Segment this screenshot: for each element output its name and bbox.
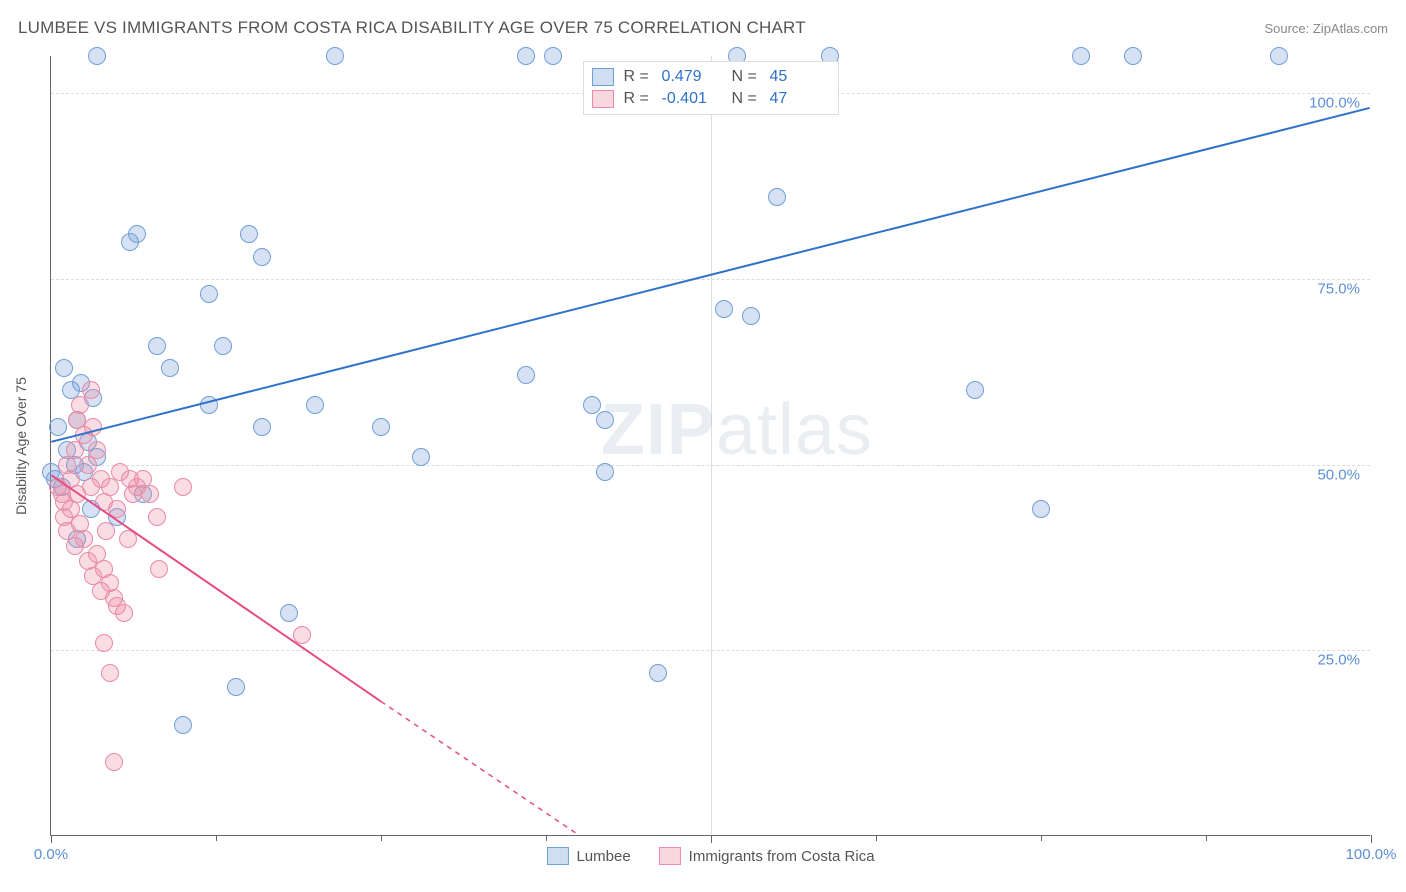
stat-n-label: N = bbox=[732, 90, 760, 108]
legend-swatch bbox=[659, 847, 681, 865]
y-tick-label: 100.0% bbox=[1309, 95, 1360, 112]
data-point bbox=[97, 522, 115, 540]
data-point bbox=[161, 359, 179, 377]
scatter-plot: Disability Age Over 75 ZIPatlas R =0.479… bbox=[50, 56, 1370, 836]
data-point bbox=[95, 634, 113, 652]
stat-r-value: 0.479 bbox=[662, 68, 722, 86]
legend-item: Lumbee bbox=[546, 847, 630, 865]
data-point bbox=[148, 337, 166, 355]
legend-item: Immigrants from Costa Rica bbox=[659, 847, 875, 865]
legend-stat-row: R = 0.479 N = 45 bbox=[592, 66, 830, 88]
data-point bbox=[108, 500, 126, 518]
legend-swatch bbox=[546, 847, 568, 865]
data-point bbox=[596, 463, 614, 481]
y-tick-label: 50.0% bbox=[1317, 466, 1360, 483]
data-point bbox=[88, 47, 106, 65]
data-point bbox=[150, 560, 168, 578]
data-point bbox=[253, 418, 271, 436]
data-point bbox=[768, 188, 786, 206]
legend-stats-box: R = 0.479 N = 45 R = -0.401 N = 47 bbox=[583, 61, 839, 115]
data-point bbox=[240, 225, 258, 243]
data-point bbox=[84, 418, 102, 436]
y-axis-label: Disability Age Over 75 bbox=[13, 377, 29, 515]
chart-title: LUMBEE VS IMMIGRANTS FROM COSTA RICA DIS… bbox=[18, 18, 806, 38]
data-point bbox=[280, 604, 298, 622]
data-point bbox=[71, 396, 89, 414]
data-point bbox=[141, 485, 159, 503]
y-tick-label: 25.0% bbox=[1317, 652, 1360, 669]
data-point bbox=[372, 418, 390, 436]
data-point bbox=[174, 716, 192, 734]
y-tick-label: 75.0% bbox=[1317, 280, 1360, 297]
x-tick-mark bbox=[1371, 835, 1372, 843]
data-point bbox=[75, 530, 93, 548]
data-point bbox=[583, 396, 601, 414]
data-point bbox=[101, 664, 119, 682]
data-point bbox=[128, 225, 146, 243]
data-point bbox=[174, 478, 192, 496]
legend-label: Immigrants from Costa Rica bbox=[689, 848, 875, 865]
legend-swatch bbox=[592, 68, 614, 86]
x-tick-label: 100.0% bbox=[1346, 846, 1397, 863]
data-point bbox=[1124, 47, 1142, 65]
data-point bbox=[293, 626, 311, 644]
x-tick-mark bbox=[711, 835, 712, 843]
x-tick-mark bbox=[1206, 835, 1207, 841]
data-point bbox=[715, 300, 733, 318]
data-point bbox=[115, 604, 133, 622]
data-point bbox=[306, 396, 324, 414]
data-point bbox=[544, 47, 562, 65]
stat-n-value: 47 bbox=[770, 90, 830, 108]
data-point bbox=[253, 248, 271, 266]
title-bar: LUMBEE VS IMMIGRANTS FROM COSTA RICA DIS… bbox=[18, 18, 1388, 38]
data-point bbox=[55, 359, 73, 377]
data-point bbox=[148, 508, 166, 526]
data-point bbox=[200, 396, 218, 414]
data-point bbox=[82, 381, 100, 399]
data-point bbox=[326, 47, 344, 65]
stat-n-label: N = bbox=[732, 68, 760, 86]
data-point bbox=[105, 753, 123, 771]
data-point bbox=[1072, 47, 1090, 65]
data-point bbox=[517, 366, 535, 384]
data-point bbox=[742, 307, 760, 325]
data-point bbox=[49, 418, 67, 436]
data-point bbox=[214, 337, 232, 355]
data-point bbox=[596, 411, 614, 429]
data-point bbox=[412, 448, 430, 466]
data-point bbox=[88, 441, 106, 459]
x-tick-mark bbox=[51, 835, 52, 843]
stat-r-label: R = bbox=[624, 68, 652, 86]
watermark-text: ZIPatlas bbox=[601, 389, 873, 471]
data-point bbox=[649, 664, 667, 682]
data-point bbox=[200, 285, 218, 303]
x-tick-mark bbox=[381, 835, 382, 841]
legend-series: Lumbee Immigrants from Costa Rica bbox=[546, 847, 874, 865]
gridline-v bbox=[711, 56, 712, 835]
x-tick-label: 0.0% bbox=[34, 846, 68, 863]
data-point bbox=[1032, 500, 1050, 518]
legend-stat-row: R = -0.401 N = 47 bbox=[592, 88, 830, 110]
data-point bbox=[966, 381, 984, 399]
data-point bbox=[119, 530, 137, 548]
stat-n-value: 45 bbox=[770, 68, 830, 86]
data-point bbox=[517, 47, 535, 65]
legend-swatch bbox=[592, 90, 614, 108]
source-label: Source: ZipAtlas.com bbox=[1264, 21, 1388, 36]
x-tick-mark bbox=[876, 835, 877, 841]
x-tick-mark bbox=[1041, 835, 1042, 841]
x-tick-mark bbox=[546, 835, 547, 841]
x-tick-mark bbox=[216, 835, 217, 841]
legend-label: Lumbee bbox=[576, 848, 630, 865]
data-point bbox=[1270, 47, 1288, 65]
data-point bbox=[227, 678, 245, 696]
stat-r-value: -0.401 bbox=[662, 90, 722, 108]
stat-r-label: R = bbox=[624, 90, 652, 108]
